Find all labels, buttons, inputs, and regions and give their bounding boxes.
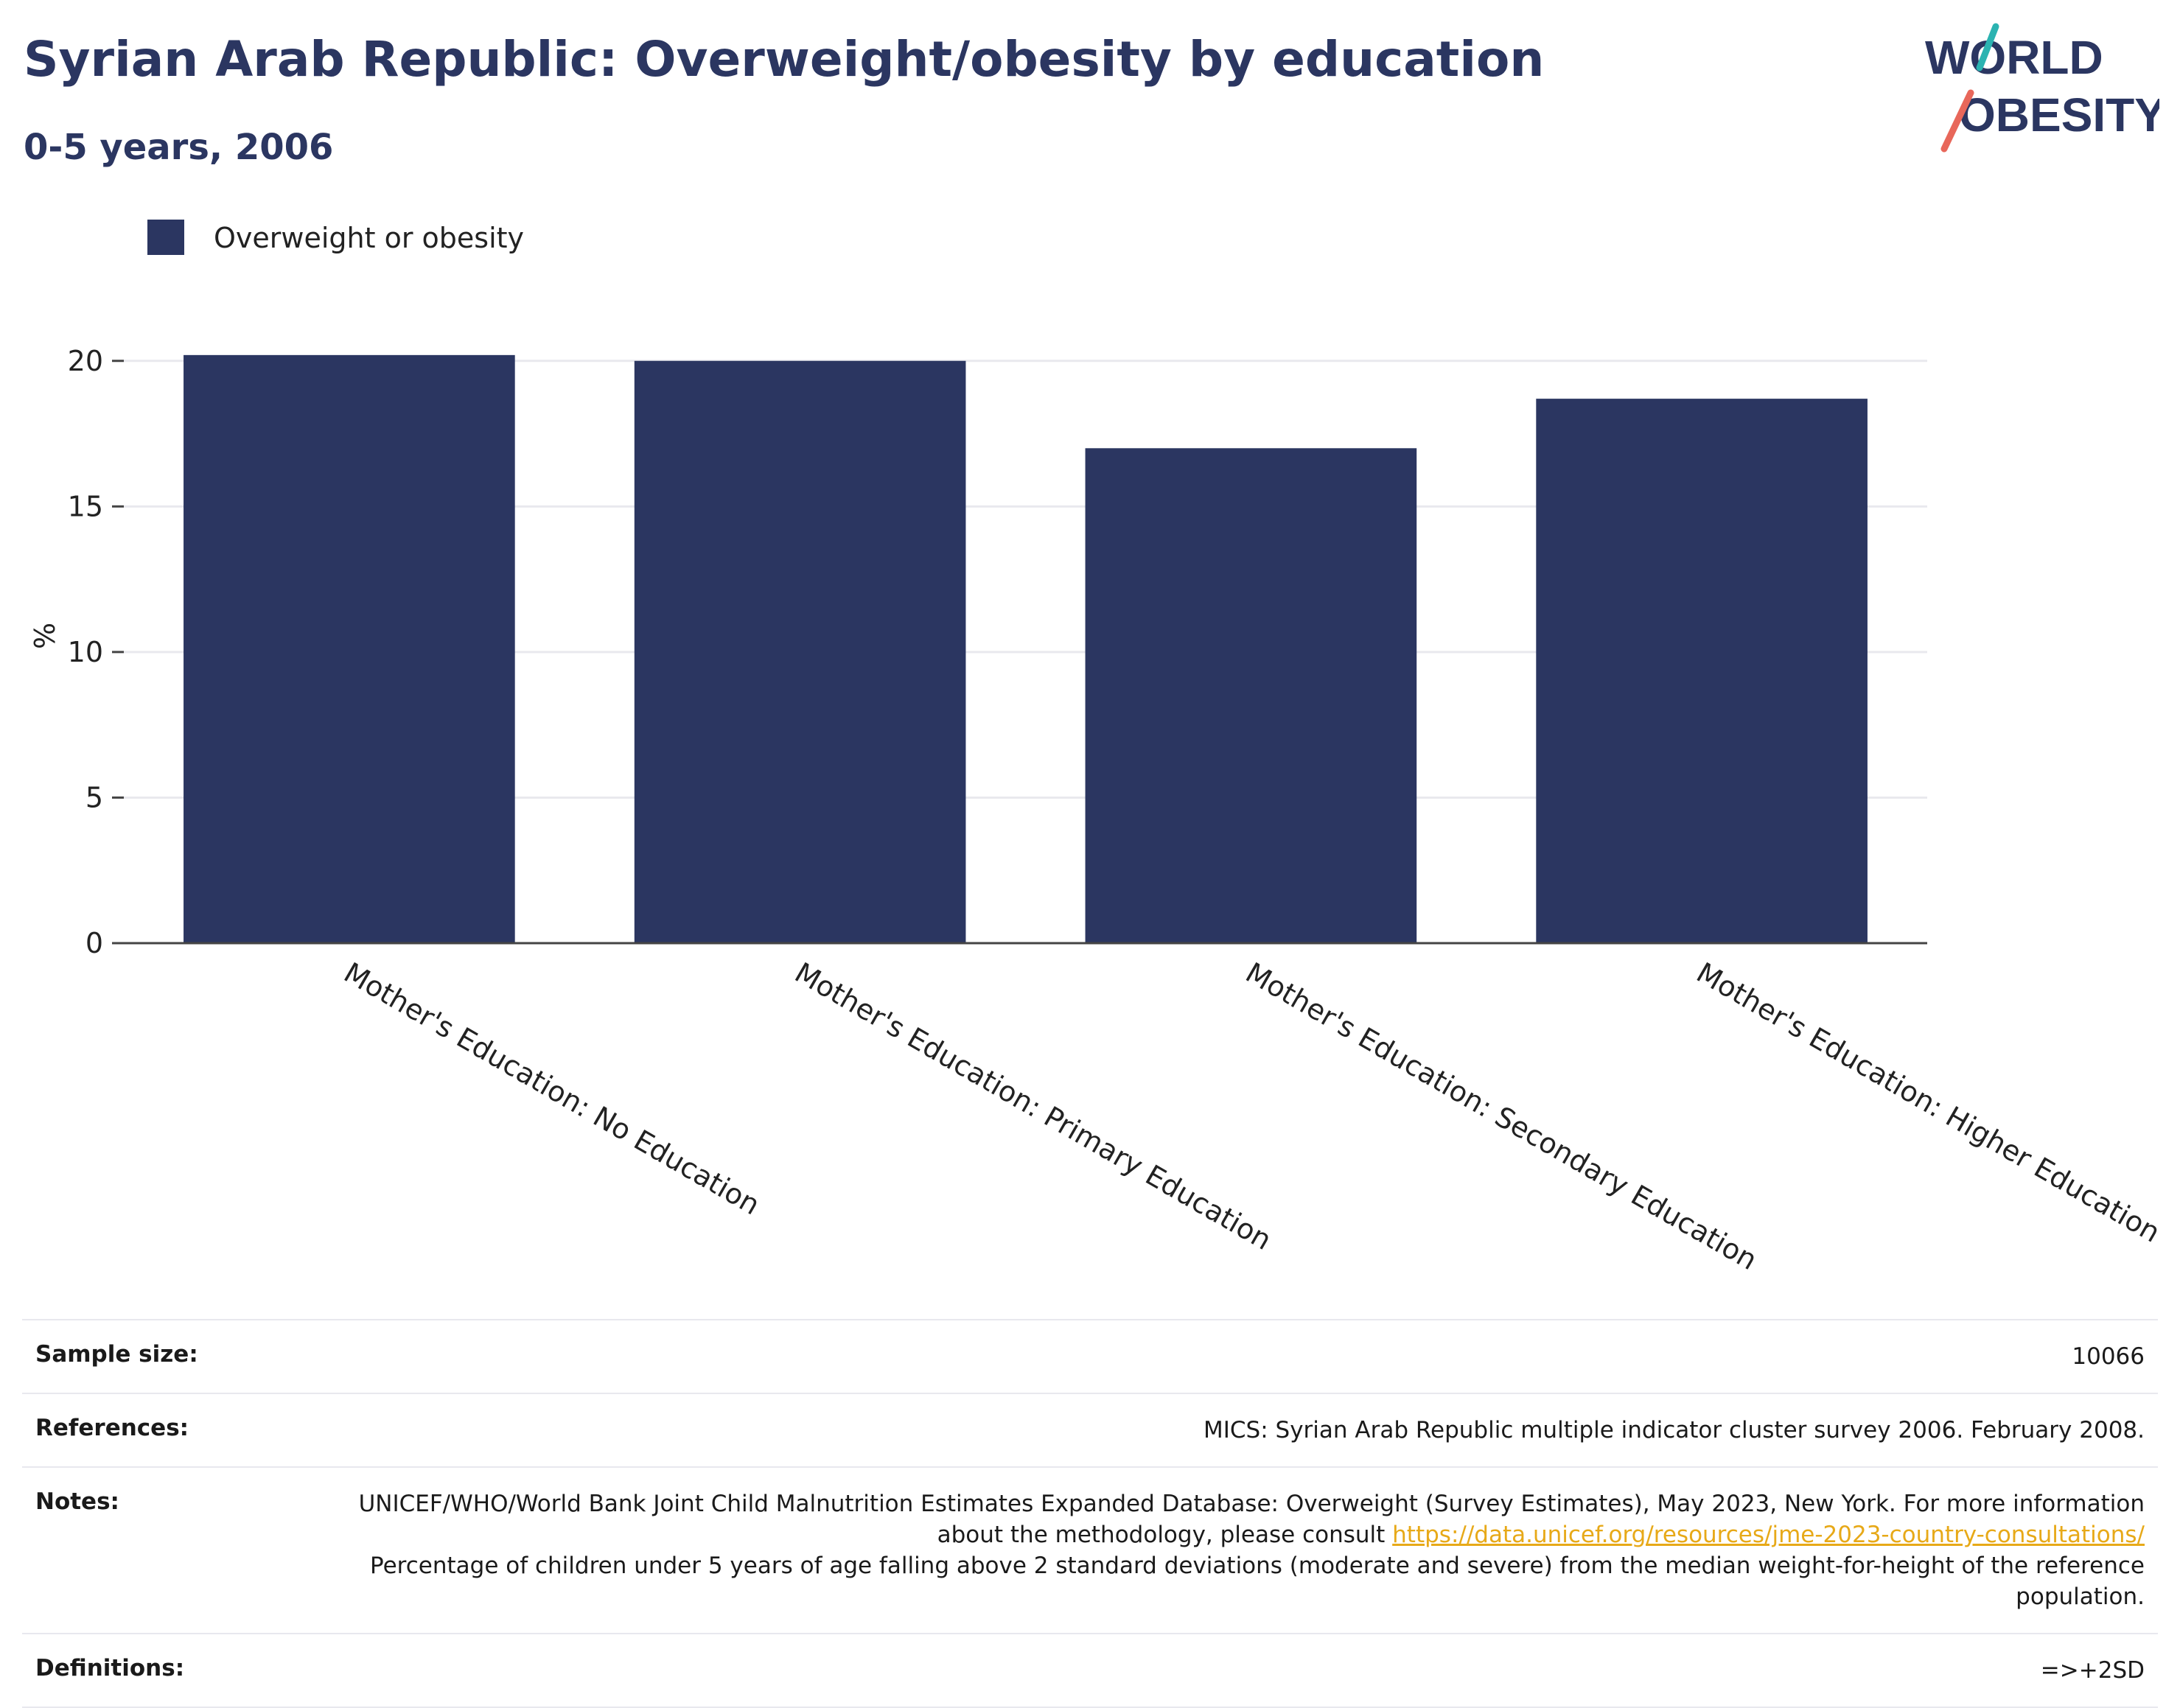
bar: [184, 354, 515, 944]
legend-label: Overweight or obesity: [214, 222, 524, 254]
chart-title: Syrian Arab Republic: Overweight/obesity…: [24, 31, 1545, 88]
notes-definition-text: Percentage of children under 5 years of …: [370, 1553, 2145, 1610]
x-tick-label: Mother's Education: No Education: [338, 956, 765, 1222]
sample-size-value: 10066: [2072, 1343, 2145, 1370]
notes-row: Notes: UNICEF/WHO/World Bank Joint Child…: [22, 1466, 2158, 1633]
definitions-row: Definitions: =>+2SD: [22, 1633, 2158, 1708]
logo-line2: OBESITY: [1959, 88, 2159, 141]
x-tick-label: Mother's Education: Higher Education: [1691, 956, 2166, 1249]
sample-size-row: Sample size: 10066: [22, 1319, 2158, 1393]
chart-subtitle: 0-5 years, 2006: [24, 127, 334, 168]
x-tick-label: Mother's Education: Secondary Education: [1240, 956, 1763, 1277]
references-value: MICS: Syrian Arab Republic multiple indi…: [1203, 1417, 2145, 1443]
notes-value: UNICEF/WHO/World Bank Joint Child Malnut…: [302, 1488, 2145, 1612]
bar: [634, 360, 966, 943]
y-tick-label: 10: [68, 636, 103, 668]
notes-label: Notes:: [35, 1488, 119, 1515]
bar-chart: 0 5 10 15 20 Mother's Education: No Educatio…: [29, 220, 2166, 1277]
definitions-value: =>+2SD: [2040, 1657, 2145, 1684]
references-row: References: MICS: Syrian Arab Republic m…: [22, 1393, 2158, 1466]
notes-text: UNICEF/WHO/World Bank Joint Child Malnut…: [358, 1491, 2145, 1548]
legend: Overweight or obesity: [147, 220, 524, 255]
y-tick-label: 15: [68, 490, 103, 522]
x-tick-label: Mother's Education: Primary Education: [789, 956, 1277, 1256]
bar: [1085, 448, 1417, 943]
y-tick-label: 20: [68, 345, 103, 377]
bar: [1536, 399, 1868, 943]
sample-size-label: Sample size:: [35, 1341, 198, 1368]
logo-line1: WORLD: [1925, 31, 2103, 84]
definitions-label: Definitions:: [35, 1655, 185, 1681]
legend-swatch: [147, 220, 184, 255]
y-tick-label: 5: [85, 781, 103, 813]
chart-footer: Sample size: 10066 References: MICS: Syr…: [22, 1319, 2158, 1708]
y-axis-label: %: [29, 623, 61, 649]
world-obesity-logo: WORLD OBESITY: [1925, 23, 2159, 153]
y-tick-label: 0: [85, 927, 103, 959]
references-label: References:: [35, 1415, 189, 1441]
methodology-link[interactable]: https://data.unicef.org/resources/jme-20…: [1392, 1522, 2145, 1548]
